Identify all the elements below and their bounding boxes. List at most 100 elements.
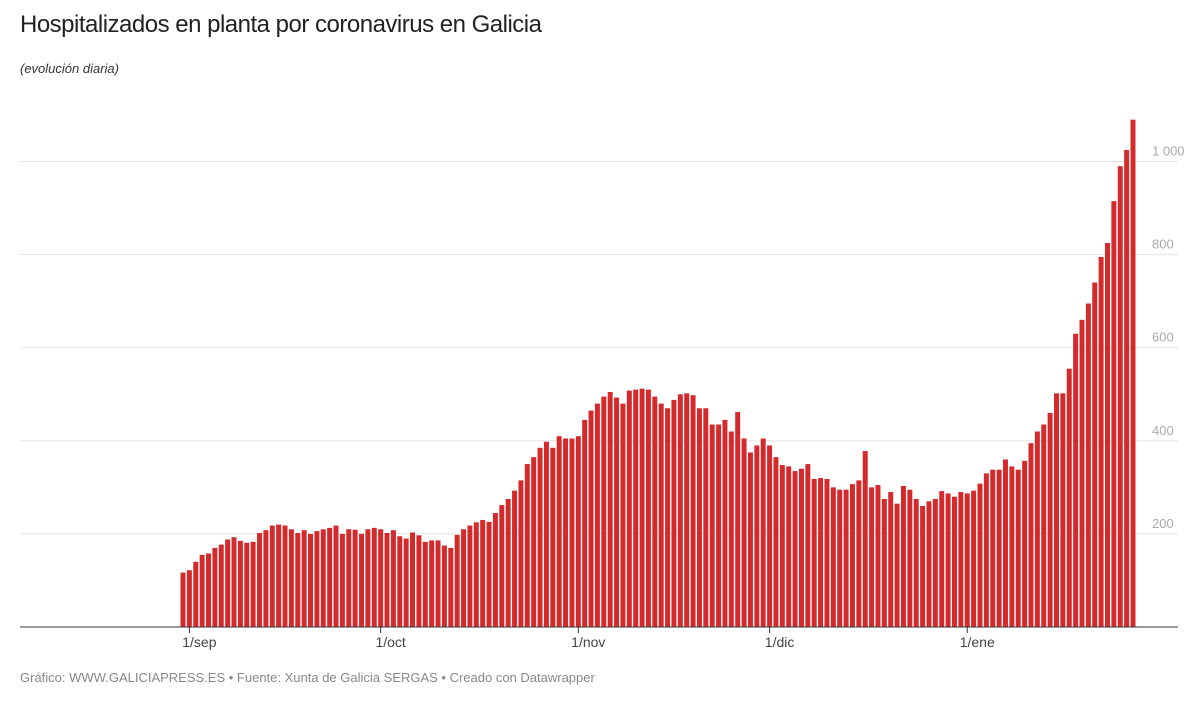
bar [1002, 459, 1008, 627]
bar [441, 545, 447, 627]
bar [684, 393, 690, 627]
bar [1073, 333, 1079, 627]
bar [461, 529, 467, 627]
bar [964, 493, 970, 627]
x-tick-label: 1/nov [571, 634, 605, 650]
bar [1060, 393, 1066, 627]
bar [327, 527, 333, 627]
bar [971, 490, 977, 627]
bar [1034, 431, 1040, 627]
bar [301, 530, 307, 627]
source-note: Gráfico: WWW.GALICIAPRESS.ES • Fuente: X… [20, 670, 596, 685]
bar [658, 403, 664, 627]
bar [448, 547, 454, 627]
bar [378, 529, 384, 627]
bar [862, 451, 868, 627]
bar [894, 503, 900, 627]
bar [773, 457, 779, 627]
bar [652, 396, 658, 627]
bar [1079, 319, 1085, 627]
bar [977, 483, 983, 627]
bar [728, 431, 734, 627]
bar [308, 533, 314, 627]
bar [805, 464, 811, 627]
bar [945, 493, 951, 627]
bar [614, 397, 620, 627]
bar [269, 525, 275, 627]
bar [390, 530, 396, 627]
y-tick-label: 600 [1152, 330, 1174, 345]
bar [907, 489, 913, 627]
bar [212, 547, 218, 627]
bar [939, 491, 945, 627]
bar [798, 468, 804, 627]
bar [645, 389, 651, 627]
bar [435, 540, 441, 627]
chart-subtitle: (evolución diaria) [20, 61, 119, 76]
bar [403, 538, 409, 627]
bar [716, 424, 722, 627]
bar [741, 438, 747, 627]
bar [225, 539, 231, 627]
bar [550, 447, 556, 627]
bar [244, 542, 250, 627]
bar [1085, 303, 1091, 627]
bar [747, 452, 753, 627]
bar [1022, 460, 1028, 627]
bar [900, 485, 906, 627]
bar [722, 419, 728, 627]
bar [295, 532, 301, 627]
bar [677, 394, 683, 627]
bar [365, 529, 371, 627]
bar [397, 536, 403, 627]
x-tick-label: 1/ene [960, 634, 995, 650]
y-tick-label: 1 000 [1152, 144, 1185, 159]
bar [257, 532, 262, 627]
bar [346, 529, 352, 627]
bar [467, 525, 473, 627]
bar [811, 478, 817, 627]
bar [180, 572, 186, 627]
bar [760, 438, 766, 627]
bar [1117, 166, 1123, 627]
bar [665, 408, 671, 627]
bar [849, 484, 855, 627]
y-tick-label: 800 [1152, 237, 1174, 252]
bar [473, 522, 479, 627]
bar [639, 388, 645, 627]
bar [888, 492, 894, 627]
bar [1047, 412, 1053, 627]
bar [792, 471, 798, 627]
bar [633, 389, 639, 627]
bar [206, 553, 211, 627]
bar [671, 399, 677, 627]
bar [843, 489, 849, 627]
bar [958, 492, 964, 627]
bar [543, 441, 549, 627]
bar [186, 570, 192, 627]
bar [703, 408, 709, 627]
bar [492, 512, 498, 627]
x-tick-label: 1/dic [765, 634, 795, 650]
bar [193, 561, 199, 627]
bar [1028, 443, 1034, 627]
bar [690, 395, 696, 627]
bar [767, 445, 773, 627]
bar [951, 496, 957, 627]
bar [1066, 368, 1072, 627]
bar [754, 445, 760, 627]
bar [288, 529, 294, 627]
bar [932, 499, 938, 627]
y-tick-label: 200 [1152, 516, 1174, 531]
bar [786, 466, 792, 627]
bar [856, 480, 862, 627]
bar [231, 537, 237, 627]
bar [824, 478, 830, 627]
bar [1092, 282, 1098, 627]
bar [480, 519, 486, 627]
bar [818, 478, 824, 627]
bar [594, 403, 600, 627]
bar [1098, 256, 1104, 627]
bar [607, 391, 613, 627]
